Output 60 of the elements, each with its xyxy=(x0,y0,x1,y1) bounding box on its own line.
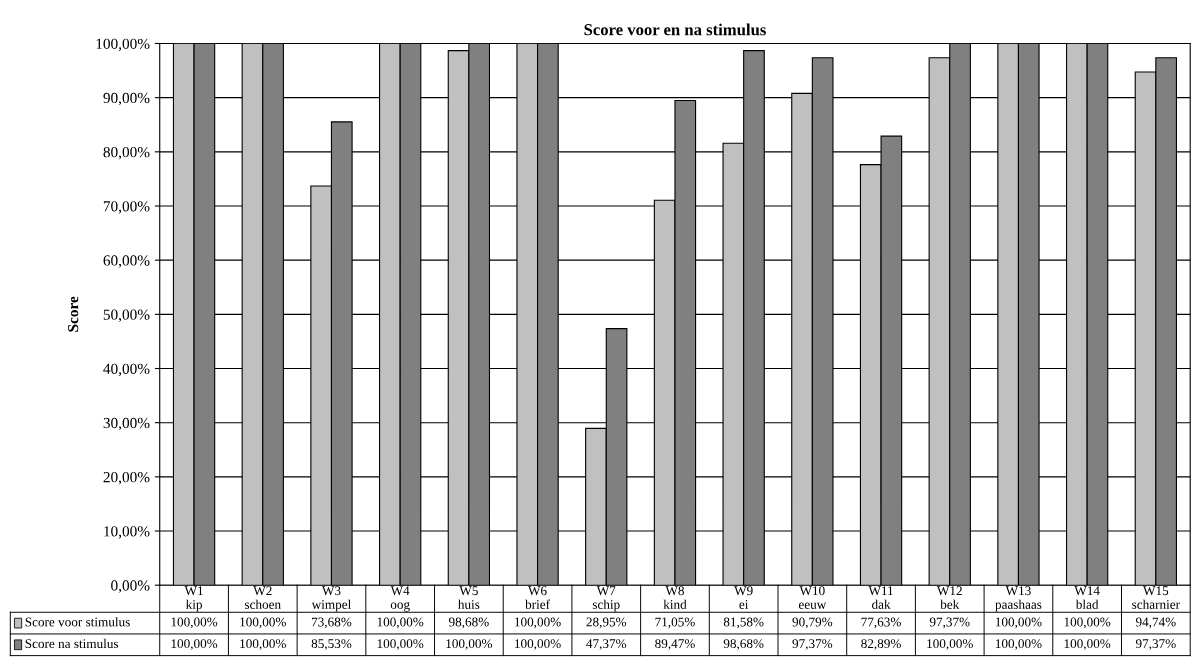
data-label: 100,00% xyxy=(515,639,561,650)
x-tick-label: W2 schoen xyxy=(245,586,281,609)
y-tick-label: 50,00% xyxy=(103,309,150,322)
data-label: 100,00% xyxy=(377,617,424,629)
data-label: 90,79% xyxy=(792,617,833,629)
x-tick-label: W12 bek xyxy=(936,586,962,609)
x-tick-label: W9 ei xyxy=(734,586,753,609)
x-tick-label: W8 kind xyxy=(663,586,687,609)
y-tick-label: 10,00% xyxy=(104,526,150,539)
y-tick-label: 70,00% xyxy=(103,201,150,214)
data-label: 89,47% xyxy=(655,639,695,650)
data-label: 100,00% xyxy=(995,617,1042,629)
data-label: 94,74% xyxy=(1135,617,1176,629)
data-label: 100,00% xyxy=(240,617,286,629)
data-label: 71,05% xyxy=(655,617,695,629)
data-label: 100,00% xyxy=(171,617,218,629)
data-label: 100,00% xyxy=(515,617,561,629)
x-tick-label: W6 brief xyxy=(525,586,551,609)
data-label: 82,89% xyxy=(861,639,901,650)
x-tick-label: W3 wimpel xyxy=(311,586,351,612)
chart-title: Score voor en na stimulus xyxy=(584,23,766,36)
y-tick-label: 60,00% xyxy=(103,255,150,268)
y-tick-label: 100,00% xyxy=(96,38,150,52)
data-label: 100,00% xyxy=(377,639,424,650)
data-label: 47,37% xyxy=(586,639,627,650)
x-tick-label: W5 huis xyxy=(458,586,480,609)
x-tick-label: W15 scharnier xyxy=(1132,586,1180,609)
x-tick-label: W7 schip xyxy=(592,586,620,612)
legend-label: Score voor stimulus xyxy=(25,617,130,627)
data-label: 98,68% xyxy=(723,639,764,650)
x-tick-label: W14 blad xyxy=(1074,586,1100,609)
x-tick-label: W11 dak xyxy=(868,586,893,609)
data-label: 100,00% xyxy=(446,639,493,650)
y-tick-label: 30,00% xyxy=(103,417,150,431)
data-label: 98,68% xyxy=(448,617,489,629)
data-label: 100,00% xyxy=(927,639,973,650)
data-label: 100,00% xyxy=(171,639,218,650)
data-label: 100,00% xyxy=(1064,617,1111,629)
data-label: 100,00% xyxy=(1064,639,1111,650)
x-tick-label: W4 oog xyxy=(390,586,410,612)
y-tick-label: 40,00% xyxy=(103,363,150,377)
data-label: 77,63% xyxy=(861,617,901,629)
y-tick-label: 80,00% xyxy=(103,146,150,160)
y-tick-label: 90,00% xyxy=(103,92,150,106)
data-label: 73,68% xyxy=(312,617,352,629)
legend-label: Score na stimulus xyxy=(25,638,119,649)
y-tick-label: 0,00% xyxy=(111,580,150,593)
data-label: 100,00% xyxy=(995,639,1042,650)
data-label: 85,53% xyxy=(311,639,352,650)
x-tick-label: W13 paashaas xyxy=(995,586,1042,612)
y-axis-title: Score xyxy=(68,296,79,332)
data-label: 97,37% xyxy=(929,617,970,629)
data-label: 81,58% xyxy=(723,617,764,629)
x-tick-label: W10 eeuw xyxy=(798,586,827,609)
data-label: 100,00% xyxy=(240,639,286,650)
data-label: 97,37% xyxy=(792,639,833,650)
y-tick-label: 20,00% xyxy=(103,471,150,485)
x-tick-label: W1 kip xyxy=(184,586,203,612)
data-label: 97,37% xyxy=(1135,639,1176,650)
data-label: 28,95% xyxy=(586,617,627,629)
